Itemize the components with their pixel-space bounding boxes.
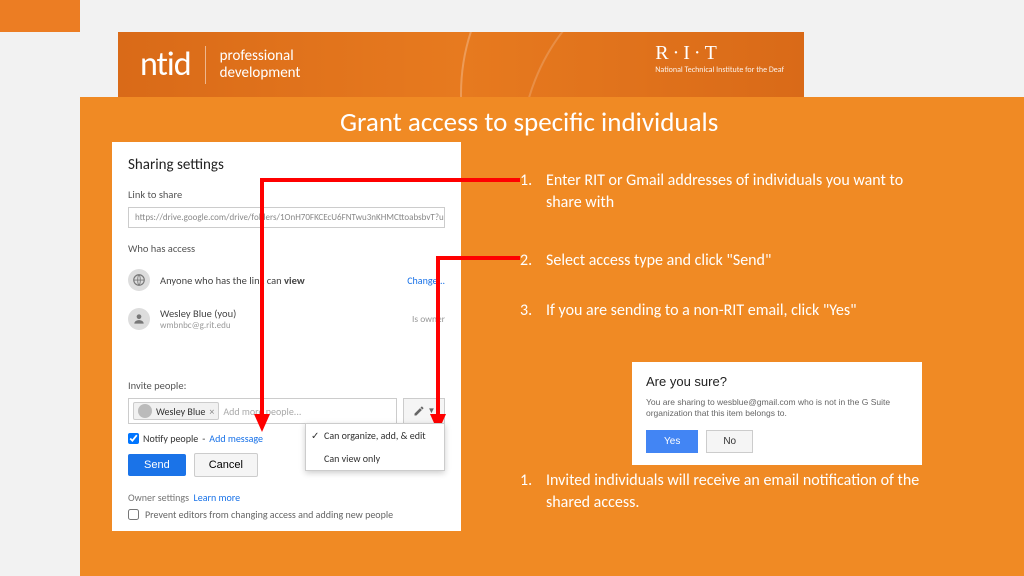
owner-settings: Owner settings Learn more — [128, 491, 445, 504]
owner-name: Wesley Blue (you) — [160, 307, 402, 320]
yes-button[interactable]: Yes — [646, 430, 698, 453]
send-button[interactable]: Send — [128, 454, 186, 476]
divider — [205, 46, 206, 84]
tagline-top: professional — [220, 48, 301, 65]
cancel-button[interactable]: Cancel — [194, 453, 258, 477]
instruction-2: 2.Select access type and click "Send" — [520, 250, 771, 272]
chevron-down-icon: ▼ — [428, 406, 436, 416]
confirm-body: You are sharing to wesblue@gmail.com who… — [646, 397, 908, 420]
rit-logo: R·I·T — [655, 42, 784, 65]
add-message-link[interactable]: Add message — [209, 432, 263, 445]
confirm-title: Are you sure? — [646, 374, 908, 389]
link-input[interactable]: https://drive.google.com/drive/folders/1… — [128, 207, 445, 228]
instruction-3: 3.If you are sending to a non-RIT email,… — [520, 300, 857, 322]
link-label: Link to share — [128, 188, 445, 201]
avatar-icon — [138, 404, 152, 418]
access-public-text: Anyone who has the link can view — [160, 274, 397, 287]
permission-dropdown[interactable]: ▼ Can organize, add, & edit Can view onl… — [403, 398, 445, 424]
person-icon — [128, 308, 150, 330]
notify-label: Notify people — [143, 432, 198, 445]
permission-menu: Can organize, add, & edit Can view only — [305, 423, 445, 471]
sharing-panel: Sharing settings Link to share https://d… — [112, 142, 461, 531]
menu-view[interactable]: Can view only — [306, 447, 444, 470]
ntid-logo: ntid — [140, 44, 191, 85]
learn-more-link[interactable]: Learn more — [194, 491, 241, 504]
invite-label: Invite people: — [128, 379, 445, 392]
who-label: Who has access — [128, 242, 445, 255]
no-button[interactable]: No — [706, 430, 753, 453]
instruction-1: 1.Enter RIT or Gmail addresses of indivi… — [520, 170, 926, 213]
header-banner: ntid professional development R·I·T Nati… — [118, 32, 804, 97]
owner-text: Wesley Blue (you) wmbnbc@g.rit.edu — [160, 307, 402, 331]
left-stripe — [0, 0, 80, 32]
rit-subtitle: National Technical Institute for the Dea… — [655, 65, 784, 75]
add-more-placeholder: Add more people... — [223, 405, 301, 418]
person-chip[interactable]: Wesley Blue × — [133, 402, 219, 420]
panel-title: Sharing settings — [128, 156, 445, 174]
chip-name: Wesley Blue — [156, 405, 205, 418]
chip-remove-icon[interactable]: × — [209, 405, 214, 418]
slide-title: Grant access to specific individuals — [340, 106, 718, 139]
menu-edit[interactable]: Can organize, add, & edit — [306, 424, 444, 447]
owner-email: wmbnbc@g.rit.edu — [160, 320, 402, 331]
rit-block: R·I·T National Technical Institute for t… — [655, 42, 784, 75]
change-link[interactable]: Change... — [407, 274, 445, 287]
people-input[interactable]: Wesley Blue × Add more people... — [128, 398, 397, 424]
notify-checkbox[interactable] — [128, 433, 139, 444]
prevent-checkbox[interactable] — [128, 509, 139, 520]
prevent-row: Prevent editors from changing access and… — [128, 508, 445, 521]
access-row-public: Anyone who has the link can view Change.… — [128, 261, 445, 299]
globe-icon — [128, 269, 150, 291]
prevent-label: Prevent editors from changing access and… — [145, 508, 393, 521]
confirm-dialog: Are you sure? You are sharing to wesblue… — [632, 362, 922, 465]
instruction-4: 1.Invited individuals will receive an em… — [520, 470, 946, 513]
owner-role: Is owner — [412, 313, 445, 325]
pencil-icon — [413, 405, 425, 417]
tagline-bottom: development — [220, 65, 301, 82]
access-row-owner: Wesley Blue (you) wmbnbc@g.rit.edu Is ow… — [128, 299, 445, 339]
tagline: professional development — [220, 48, 301, 81]
